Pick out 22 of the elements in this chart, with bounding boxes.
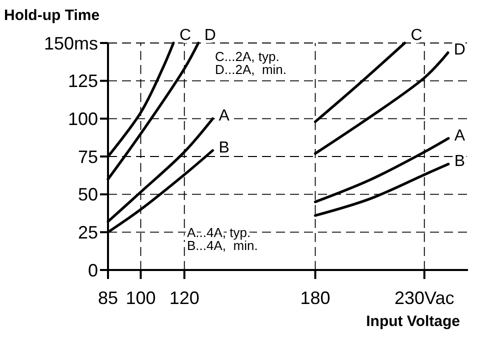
y-tick-label: 25: [78, 222, 98, 242]
x-tick-label: 85: [98, 288, 118, 308]
text: C: [410, 27, 422, 44]
x-tick-label: 180: [300, 288, 330, 308]
annotation: C...2A, typ.: [215, 49, 280, 64]
series-label: D: [204, 27, 216, 44]
x-tick-label: 100: [126, 288, 156, 308]
text: A: [454, 127, 466, 144]
y-axis-title: Hold-up Time: [4, 7, 100, 24]
y-tick-label: 50: [78, 184, 98, 205]
series-label: B: [218, 139, 230, 156]
x-tick-label: 120: [169, 288, 200, 308]
y-tick-label: 150ms: [44, 33, 98, 54]
y-tick-label: 100: [68, 108, 98, 129]
series-label: C: [179, 27, 192, 44]
x-axis-title: Input Voltage: [366, 313, 460, 330]
y-tick-label: 125: [68, 71, 98, 92]
text: D: [454, 42, 466, 59]
y-tick-label: 0: [88, 260, 98, 280]
y-tick-label: 75: [78, 146, 98, 167]
text: B: [454, 153, 466, 170]
x-tick-label: 230Vac: [394, 288, 454, 308]
